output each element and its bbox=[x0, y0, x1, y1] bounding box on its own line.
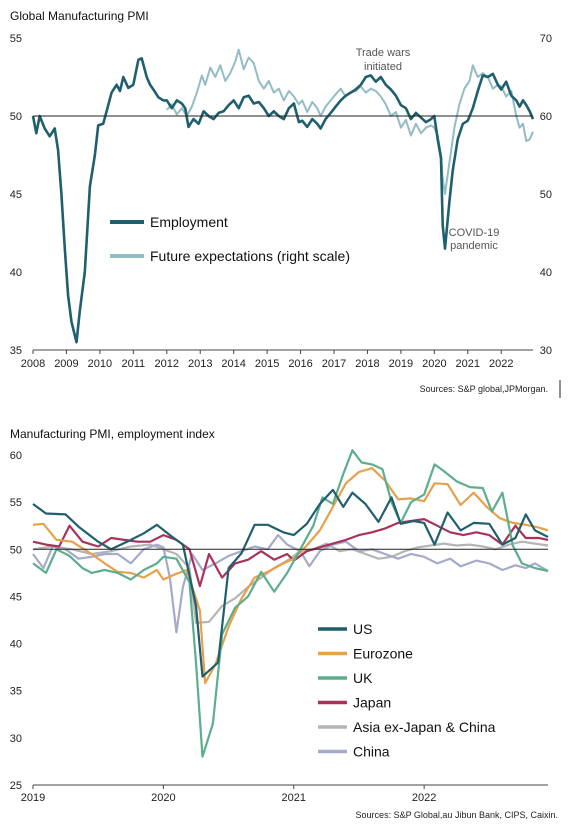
annotation-covid: COVID-19 pandemic bbox=[449, 227, 500, 252]
annotation-trade-wars: Trade wars initiated bbox=[356, 47, 411, 73]
series-line-china bbox=[32, 534, 549, 634]
x-tick-label: 2012 bbox=[155, 358, 179, 370]
annotation-trade-wars-line2: initiated bbox=[364, 61, 402, 73]
right-tick-label: 70 bbox=[540, 33, 552, 45]
y-tick-label: 50 bbox=[10, 544, 22, 556]
chart-manufacturing-pmi-employment-index: Manufacturing PMI, employment index 60 55… bbox=[10, 427, 558, 820]
chart-title: Global Manufacturing PMI bbox=[10, 9, 149, 23]
series-line-eurozone bbox=[32, 467, 549, 685]
x-tick-label: 2018 bbox=[355, 358, 379, 370]
series-line-us bbox=[32, 488, 549, 678]
x-tick-label: 2021 bbox=[456, 358, 480, 370]
x-tick-label: 2008 bbox=[21, 358, 45, 370]
legend-label-future-expectations: Future expectations (right scale) bbox=[150, 248, 350, 264]
series-line-japan bbox=[32, 517, 549, 588]
x-tick-label: 2016 bbox=[288, 358, 312, 370]
y-tick-label: 55 bbox=[10, 497, 22, 509]
left-tick-label: 55 bbox=[10, 33, 22, 45]
y-tick-label: 35 bbox=[10, 686, 22, 698]
x-tick-label: 2019 bbox=[389, 358, 413, 370]
y-tick-label: 30 bbox=[10, 733, 22, 745]
legend-label-china: China bbox=[353, 744, 390, 760]
x-tick-label: 2015 bbox=[255, 358, 279, 370]
y-tick-label: 40 bbox=[10, 639, 22, 651]
annotation-covid-line2: pandemic bbox=[450, 240, 498, 252]
x-tick-label: 2009 bbox=[54, 358, 78, 370]
right-tick-label: 50 bbox=[540, 189, 552, 201]
x-tick-label: 2020 bbox=[151, 792, 175, 804]
series-line-employment bbox=[31, 56, 535, 344]
x-tick-label: 2022 bbox=[412, 792, 436, 804]
x-tick-label: 2020 bbox=[422, 358, 446, 370]
legend-label-asia-ex-japan-china: Asia ex-Japan & China bbox=[353, 719, 496, 735]
legend-label-uk: UK bbox=[353, 670, 373, 686]
y-tick-label: 60 bbox=[10, 450, 22, 462]
right-tick-label: 40 bbox=[540, 267, 552, 279]
x-tick-label: 2021 bbox=[282, 792, 306, 804]
left-tick-label: 40 bbox=[10, 267, 22, 279]
annotation-covid-line1: COVID-19 bbox=[449, 227, 500, 239]
chart-title: Manufacturing PMI, employment index bbox=[10, 427, 215, 441]
y-tick-label: 45 bbox=[10, 591, 22, 603]
source-note: Sources: S&P global,JPMorgan. bbox=[420, 384, 548, 394]
x-tick-label: 2010 bbox=[88, 358, 112, 370]
legend-label-eurozone: Eurozone bbox=[353, 646, 413, 662]
y-tick-label: 25 bbox=[10, 780, 22, 792]
x-tick-label: 2017 bbox=[322, 358, 346, 370]
chart-global-manufacturing-pmi: Global Manufacturing PMI 55 50 45 40 35 70 60… bbox=[10, 9, 561, 398]
x-tick-label: 2022 bbox=[489, 358, 513, 370]
y-axis-ticks: 60 55 50 45 40 35 30 25 bbox=[10, 450, 22, 792]
x-axis-ticks: 2019 2020 2021 2022 bbox=[21, 785, 436, 804]
right-tick-label: 30 bbox=[540, 345, 552, 357]
legend-label-us: US bbox=[353, 621, 372, 637]
series-line-future-expectations-right-scale bbox=[166, 48, 534, 195]
x-tick-label: 2019 bbox=[21, 792, 45, 804]
series-lines bbox=[31, 48, 535, 344]
legend-label-employment: Employment bbox=[150, 214, 228, 230]
legend: Employment Future expectations (right sc… bbox=[110, 214, 350, 264]
left-tick-label: 45 bbox=[10, 189, 22, 201]
left-tick-label: 35 bbox=[10, 345, 22, 357]
annotation-trade-wars-line1: Trade wars bbox=[356, 47, 411, 59]
right-axis-ticks: 70 60 50 40 30 bbox=[540, 33, 552, 357]
x-tick-label: 2013 bbox=[188, 358, 212, 370]
right-tick-label: 60 bbox=[540, 111, 552, 123]
left-tick-label: 50 bbox=[10, 111, 22, 123]
left-axis-ticks: 55 50 45 40 35 bbox=[10, 33, 22, 357]
legend: US Eurozone UK Japan Asia ex-Japan & China Ch… bbox=[318, 621, 496, 760]
legend-label-japan: Japan bbox=[353, 695, 391, 711]
x-tick-label: 2011 bbox=[122, 358, 146, 370]
series-lines bbox=[32, 449, 549, 758]
x-axis-ticks: 2008 2009 2010 2011 2012 2013 2014 2015 2016 2017… bbox=[21, 350, 513, 370]
source-note: Sources: S&P Global,au Jibun Bank, CIPS,… bbox=[356, 810, 558, 820]
x-tick-label: 2014 bbox=[221, 358, 245, 370]
